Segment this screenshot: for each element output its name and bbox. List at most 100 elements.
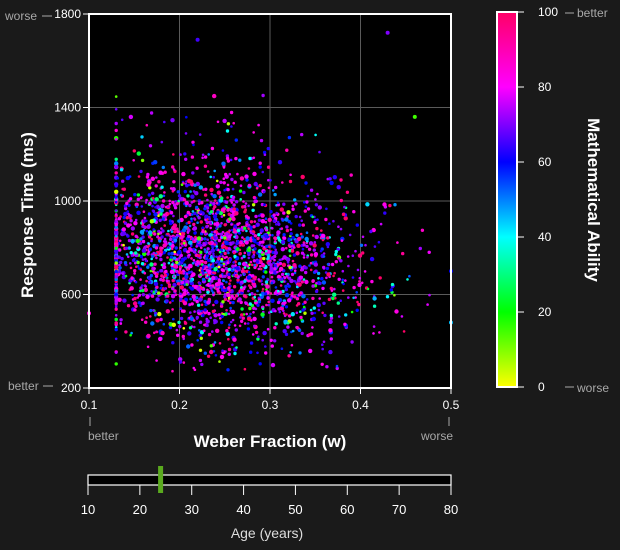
scatter-point [202, 230, 206, 233]
scatter-point [359, 243, 364, 247]
scatter-point [119, 215, 122, 218]
scatter-point [160, 263, 164, 267]
scatter-point [253, 247, 257, 251]
scatter-point [226, 187, 230, 192]
scatter-point [215, 245, 219, 248]
scatter-point [141, 235, 145, 239]
scatter-point [153, 212, 158, 217]
scatter-point [207, 279, 211, 283]
scatter-point [205, 323, 209, 328]
scatter-point [220, 263, 223, 267]
scatter-point [160, 227, 163, 230]
scatter-point [186, 210, 190, 215]
scatter-point [201, 153, 205, 157]
scatter-point [187, 253, 191, 257]
scatter-point [213, 233, 217, 236]
scatter-point [258, 243, 261, 247]
scatter-point [124, 206, 128, 211]
scatter-point [298, 215, 302, 219]
scatter-point [270, 298, 275, 303]
scatter-point [196, 213, 199, 217]
scatter-point [242, 294, 247, 298]
scatter-point [183, 256, 187, 260]
scatter-point [122, 243, 125, 247]
scatter-point [189, 248, 194, 252]
scatter-point [203, 260, 208, 265]
y-tick-label: 1400 [54, 101, 81, 115]
scatter-point [274, 286, 278, 289]
scatter-point [309, 308, 313, 312]
scatter-point [258, 254, 261, 257]
scatter-point [213, 341, 217, 344]
scatter-point [249, 225, 253, 229]
scatter-point [328, 222, 331, 225]
scatter-point [364, 243, 367, 247]
scatter-point [147, 230, 153, 235]
scatter-point [151, 196, 155, 200]
scatter-point [179, 297, 183, 301]
scatter-point [371, 227, 376, 233]
scatter-point [346, 255, 350, 258]
age-slider[interactable]: 10 20 30 40 50 60 70 80 [81, 466, 458, 517]
scatter-point [302, 241, 306, 244]
scatter-point [150, 321, 155, 326]
scatter-point [428, 293, 431, 297]
age-slider-thumb[interactable] [158, 466, 164, 493]
scatter-point [287, 244, 291, 247]
scatter-point [334, 296, 337, 300]
scatter-point [210, 289, 214, 292]
scatter-point [114, 275, 118, 279]
scatter-point [154, 184, 158, 188]
scatter-point [190, 343, 194, 347]
scatter-point [261, 240, 265, 244]
scatter-point [211, 259, 215, 263]
scatter-point [218, 255, 221, 258]
scatter-point [286, 325, 290, 329]
scatter-point [341, 269, 345, 273]
scatter-point [114, 121, 118, 126]
scatter-point [228, 217, 232, 221]
scatter-point [328, 349, 333, 355]
scatter-point [164, 205, 168, 209]
scatter-point [253, 240, 257, 244]
scatter-point [366, 287, 370, 291]
scatter-point [308, 264, 311, 267]
scatter-point [187, 255, 190, 259]
scatter-point [206, 209, 210, 213]
scatter-point [196, 287, 200, 291]
scatter-point [326, 263, 330, 266]
scatter-point [233, 180, 237, 184]
scatter-point [285, 225, 289, 229]
scatter-point [300, 174, 305, 180]
scatter-point [247, 223, 251, 227]
scatter-point [149, 273, 154, 278]
scatter-point [266, 327, 270, 331]
scatter-point [132, 301, 138, 306]
scatter-point [189, 297, 192, 301]
scatter-point [341, 289, 345, 292]
scatter-point [305, 244, 309, 249]
scatter-point [261, 170, 265, 174]
scatter-point [285, 257, 291, 262]
scatter-point [295, 304, 299, 307]
scatter-point [203, 207, 207, 211]
scatter-point [290, 312, 295, 317]
scatter-point [210, 146, 215, 151]
scatter-point [227, 337, 230, 341]
scatter-point [280, 239, 286, 245]
scatter-point [173, 206, 178, 210]
scatter-point [277, 307, 281, 311]
scatter-point [141, 225, 144, 228]
scatter-point [337, 225, 340, 228]
age-slider-track[interactable] [87, 474, 452, 486]
scatter-point [232, 285, 237, 289]
scatter-point [253, 181, 258, 187]
scatter-point [190, 219, 193, 223]
scatter-point [357, 302, 361, 307]
scatter-point [139, 278, 142, 281]
scatter-point [385, 30, 390, 35]
scatter-point [288, 265, 292, 270]
scatter-point [315, 282, 318, 285]
scatter-point [207, 311, 211, 316]
scatter-point [191, 262, 195, 265]
